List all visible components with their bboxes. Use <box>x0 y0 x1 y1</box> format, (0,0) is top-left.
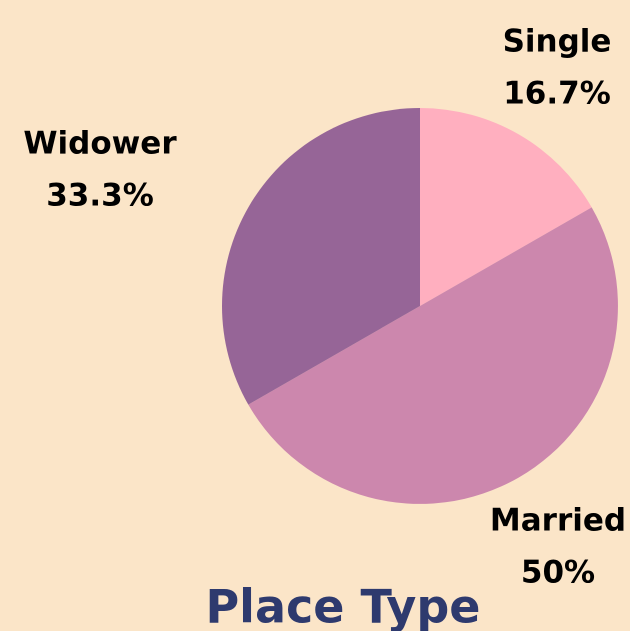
pie-slice <box>248 207 618 504</box>
slice-value-label: 33.3% <box>46 178 154 214</box>
pie-slice <box>420 108 592 306</box>
slice-category-label: Widower <box>23 126 177 162</box>
slice-category-label: Married <box>490 503 626 539</box>
pie-slice <box>221 108 420 405</box>
pie <box>221 108 618 504</box>
slice-value-label: 16.7% <box>503 76 611 112</box>
slice-category-label: Single <box>503 24 612 60</box>
chart-title: Place Type <box>205 580 480 631</box>
slice-value-label: 50% <box>521 555 595 591</box>
